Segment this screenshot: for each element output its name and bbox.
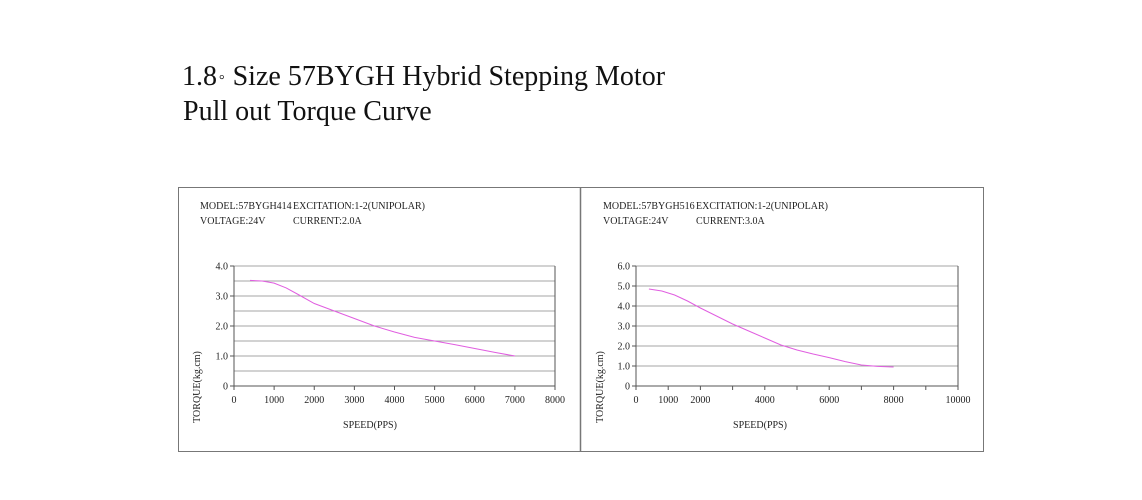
x-tick-label: 5000: [425, 395, 445, 406]
y-tick-label: 4.0: [618, 302, 631, 313]
y-axis-label-1: TORQUE(kg.cm): [192, 351, 203, 423]
y-tick-label: 6.0: [618, 262, 631, 273]
title-prefix: 1.8: [182, 61, 217, 92]
x-tick-label: 10000: [946, 395, 971, 406]
x-tick-label: 1000: [264, 395, 284, 406]
voltage-label-1: VOLTAGE:24V: [200, 216, 266, 227]
plot-area-2: 0 1.0 2.0 3.0 4.0 5.0 6.0 0 1000 2000 4000 6000 8000…: [618, 262, 971, 407]
x-tick-label: 0: [634, 395, 639, 406]
x-tick-label: 3000: [344, 395, 364, 406]
x-tick-label: 6000: [819, 395, 839, 406]
y-tick-label: 0: [223, 382, 228, 393]
degree-mark: °: [219, 73, 225, 88]
excitation-label-2: EXCITATION:1-2(UNIPOLAR): [696, 201, 828, 212]
y-axis-label-2: TORQUE(kg.cm): [595, 351, 606, 423]
excitation-label-1: EXCITATION:1-2(UNIPOLAR): [293, 201, 425, 212]
x-tick-label: 4000: [755, 395, 775, 406]
y-tick-label: 4.0: [216, 262, 229, 273]
x-tick-label: 7000: [505, 395, 525, 406]
current-label-1: CURRENT:2.0A: [293, 216, 362, 227]
x-tick-label: 0: [232, 395, 237, 406]
y-tick-label: 1.0: [618, 362, 631, 373]
x-tick-label: 8000: [884, 395, 904, 406]
page-subtitle: Pull out Torque Curve: [183, 96, 432, 127]
y-tick-label: 0: [625, 382, 630, 393]
x-tick-label: 6000: [465, 395, 485, 406]
y-tick-label: 5.0: [618, 282, 631, 293]
model-label-2: MODEL:57BYGH516: [603, 201, 695, 212]
y-tick-label: 2.0: [216, 322, 229, 333]
x-tick-label: 4000: [385, 395, 405, 406]
current-label-2: CURRENT:3.0A: [696, 216, 765, 227]
charts-svg: MODEL:57BYGH414 EXCITATION:1-2(UNIPOLAR)…: [178, 187, 984, 452]
x-tick-label: 2000: [304, 395, 324, 406]
x-tick-label: 8000: [545, 395, 565, 406]
y-tick-label: 1.0: [216, 352, 229, 363]
torque-curve-line: [249, 279, 515, 357]
x-axis-label-1: SPEED(PPS): [343, 420, 397, 431]
x-tick-label: 2000: [690, 395, 710, 406]
title-text: Size 57BYGH Hybrid Stepping Motor: [232, 61, 666, 92]
y-tick-label: 3.0: [216, 292, 229, 303]
torque-curve-line: [648, 288, 894, 368]
plot-area-1: 0 1.0 2.0 3.0 4.0 0 1000 2000 3000 4000 5000 6000 70…: [216, 262, 566, 407]
x-axis-label-2: SPEED(PPS): [733, 420, 787, 431]
model-label-1: MODEL:57BYGH414: [200, 201, 292, 212]
x-tick-label: 1000: [658, 395, 678, 406]
voltage-label-2: VOLTAGE:24V: [603, 216, 669, 227]
page-title: 1.8 ° Size 57BYGH Hybrid Stepping Motor: [182, 60, 665, 94]
y-tick-label: 2.0: [618, 342, 631, 353]
torque-curve-panels: MODEL:57BYGH414 EXCITATION:1-2(UNIPOLAR)…: [178, 187, 984, 452]
y-tick-label: 3.0: [618, 322, 631, 333]
